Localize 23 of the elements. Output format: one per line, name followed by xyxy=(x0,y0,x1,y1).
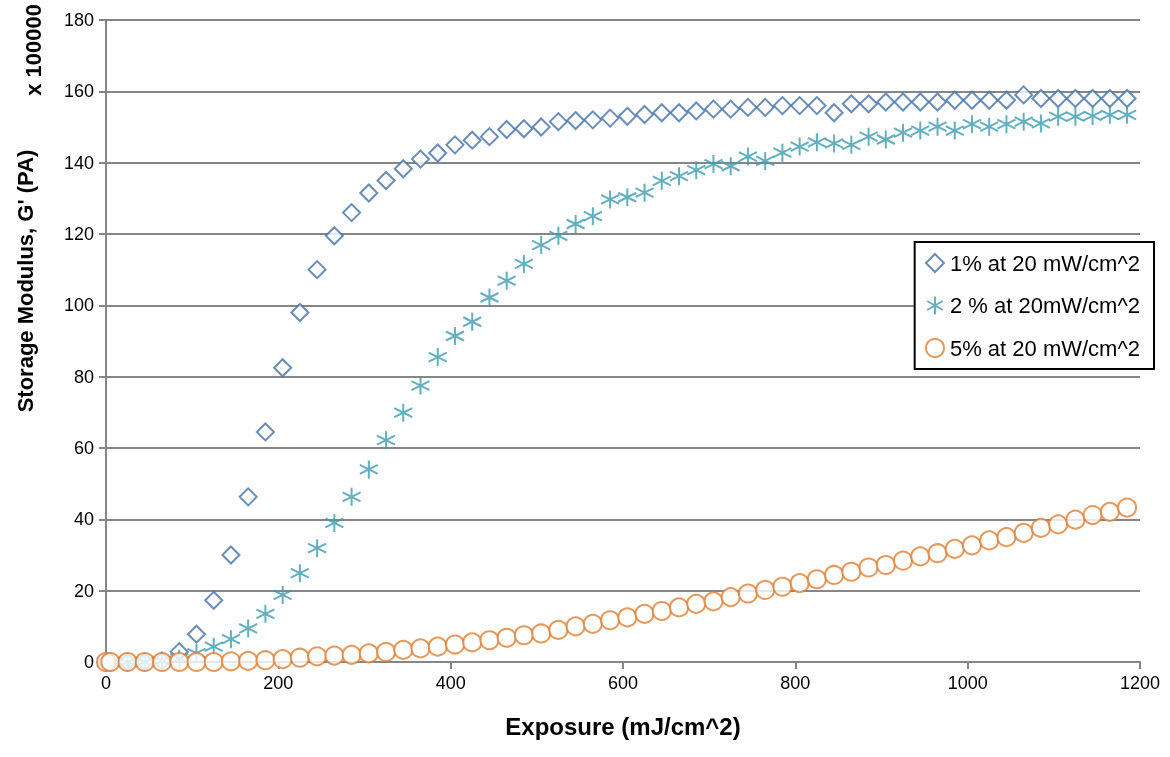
y-tick-label: 100 xyxy=(63,295,94,316)
x-tick-label: 1000 xyxy=(947,673,988,693)
x-axis-title: Exposure (mJ/cm^2) xyxy=(505,712,741,740)
y-tick-label: 0 xyxy=(83,652,94,672)
x-tick-label: 200 xyxy=(263,673,294,693)
x-tick-label: 1200 xyxy=(1119,673,1161,693)
y-tick-label: 120 xyxy=(63,224,94,244)
y-tick-label: 60 xyxy=(73,438,94,458)
x-tick-label: 400 xyxy=(435,673,466,693)
legend-label: 5% at 20 mW/cm^2 xyxy=(949,335,1141,361)
y-axis-title: Storage Modulus, G' (PA) xyxy=(12,149,38,413)
y-tick-label: 160 xyxy=(63,81,94,102)
x-tick-label: 600 xyxy=(607,673,639,693)
y-tick-label: 140 xyxy=(63,152,94,173)
y-tick-label: 180 xyxy=(63,10,94,30)
legend-label: 1% at 20 mW/cm^2 xyxy=(949,250,1141,276)
x-tick-label: 800 xyxy=(780,673,811,693)
legend-label: 2 % at 20mW/cm^2 xyxy=(949,293,1141,318)
y-tick-label: 20 xyxy=(73,580,94,601)
text: x 100000 xyxy=(20,3,46,96)
y-tick-label: 80 xyxy=(73,366,94,387)
x-tick-label: 0 xyxy=(100,673,112,693)
y-tick-label: 40 xyxy=(73,509,94,530)
